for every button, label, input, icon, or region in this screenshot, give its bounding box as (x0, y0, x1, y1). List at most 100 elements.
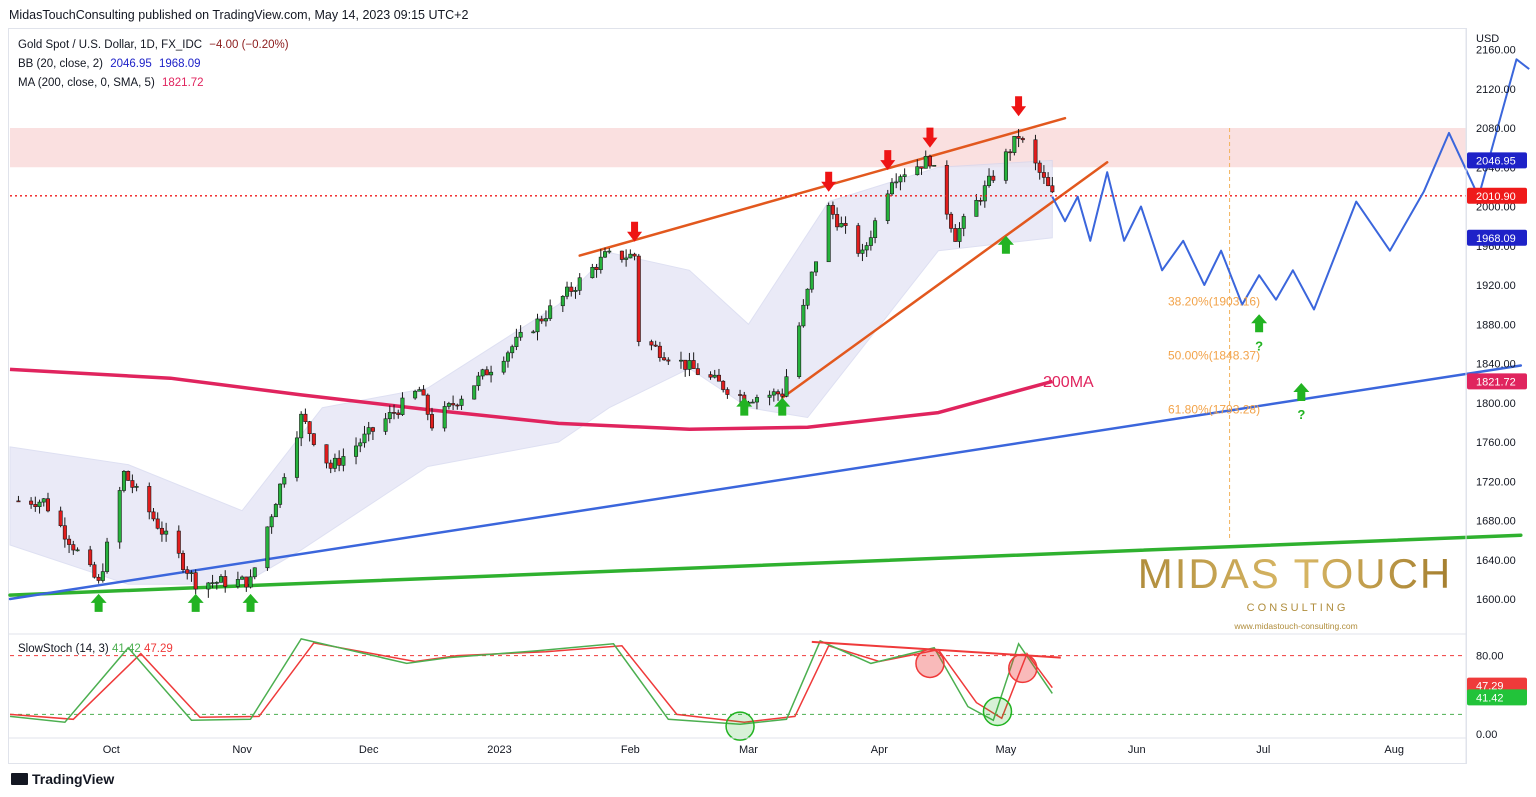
legend-ma-value: 1821.72 (161, 77, 204, 89)
time-label: Aug (1384, 744, 1404, 756)
candle-body (514, 336, 519, 347)
candle-body (982, 185, 987, 202)
stoch-highlight-circle (982, 696, 1013, 727)
candle-body (324, 444, 329, 464)
rising-wedge-lower (781, 161, 1109, 400)
candle-body (248, 576, 253, 588)
down-arrow-icon (821, 171, 837, 192)
candle-body (88, 549, 93, 566)
stoch-d-line (9, 642, 1053, 723)
candle-body (649, 341, 654, 346)
candle-body (1046, 177, 1051, 187)
candle-body (311, 433, 316, 445)
price-badge (1467, 187, 1527, 204)
candle-body (71, 544, 76, 551)
legend-bb-row: BB (20, close, 2) 2046.95 1968.09 (18, 55, 293, 74)
candle-body (45, 498, 50, 512)
up-arrow-icon (90, 593, 107, 612)
candle-body (987, 175, 992, 186)
fib-label-2: 61.80%(1793.28) (1168, 402, 1260, 416)
candle-body (666, 359, 671, 362)
candle-body (341, 456, 346, 466)
tradingview-footer[interactable]: TradingView (11, 771, 114, 787)
candle-body (915, 166, 920, 176)
candle-body (501, 360, 506, 373)
candle-body (151, 511, 156, 520)
candle-body (480, 369, 485, 377)
candle-body (978, 199, 983, 202)
osc-tick: 80.00 (1476, 651, 1504, 663)
legend-bb-lower: 1968.09 (159, 58, 201, 70)
midas-touch-watermark: MIDAS TOUCH C O N S U L T I N G www.mida… (1138, 550, 1450, 631)
candle-body (628, 253, 633, 259)
down-arrow-icon (880, 150, 896, 171)
down-arrow-icon (627, 221, 643, 242)
ma-200-tag: 200MA (1043, 374, 1094, 391)
candle-body (100, 571, 105, 581)
candle-body (337, 457, 342, 466)
projection-path (1051, 58, 1530, 311)
candle-body (885, 193, 890, 221)
candle-body (126, 471, 131, 481)
osc-badge (1467, 689, 1527, 706)
time-label: Nov (232, 744, 252, 756)
candle-body (1012, 136, 1017, 153)
question-mark: ? (1255, 338, 1263, 353)
price-tick: 1640.00 (1476, 555, 1516, 567)
candle-body (1033, 139, 1038, 164)
candle-body (839, 223, 844, 228)
candle-body (843, 223, 848, 226)
candle-body (307, 421, 312, 434)
candle-body (721, 380, 726, 390)
price-tick: 1880.00 (1476, 319, 1516, 331)
candle-body (413, 390, 418, 399)
candle-body (923, 155, 928, 169)
candlesticks (16, 129, 1055, 598)
candle-body (776, 391, 781, 395)
publish-info: MidasTouchConsulting published on Tradin… (9, 8, 469, 22)
candle-body (738, 394, 743, 396)
candle-body (366, 427, 371, 435)
candle-body (619, 250, 624, 260)
candle-body (303, 413, 308, 422)
candle-body (712, 374, 717, 378)
candle-body (539, 318, 544, 322)
candle-body (560, 295, 565, 307)
candle-body (383, 418, 388, 432)
long-term-support-blue (8, 364, 1523, 601)
candle-body (603, 251, 608, 258)
candle-body (1050, 185, 1055, 193)
candle-body (37, 501, 42, 507)
time-label: Jul (1256, 744, 1270, 756)
candle-body (159, 527, 164, 535)
candle-body (657, 345, 662, 358)
candle-body (932, 165, 937, 167)
candle-body (189, 572, 194, 574)
candle-body (518, 331, 523, 338)
candle-body (134, 486, 139, 488)
candle-body (244, 576, 249, 588)
up-arrow-icon (774, 397, 791, 416)
legend-change: −4.00 (−0.20%) (209, 39, 289, 51)
candle-body (1041, 172, 1046, 178)
candle-body (130, 480, 135, 488)
candle-body (387, 412, 392, 420)
candle-body (1008, 151, 1013, 154)
candle-body (1003, 151, 1008, 181)
candle-body (598, 256, 603, 270)
candle-body (505, 352, 510, 362)
candle-body (210, 582, 215, 584)
price-badge (1467, 229, 1527, 246)
candle-body (624, 257, 629, 260)
price-badge (1467, 152, 1527, 169)
candle-body (421, 389, 426, 396)
candle-body (565, 286, 570, 297)
candle-body (1037, 162, 1042, 173)
candle-body (41, 498, 46, 503)
candle-body (683, 359, 688, 370)
price-badge-label: 1821.72 (1476, 376, 1516, 388)
candle-body (396, 412, 401, 415)
candle-body (902, 174, 907, 177)
candle-body (830, 205, 835, 215)
